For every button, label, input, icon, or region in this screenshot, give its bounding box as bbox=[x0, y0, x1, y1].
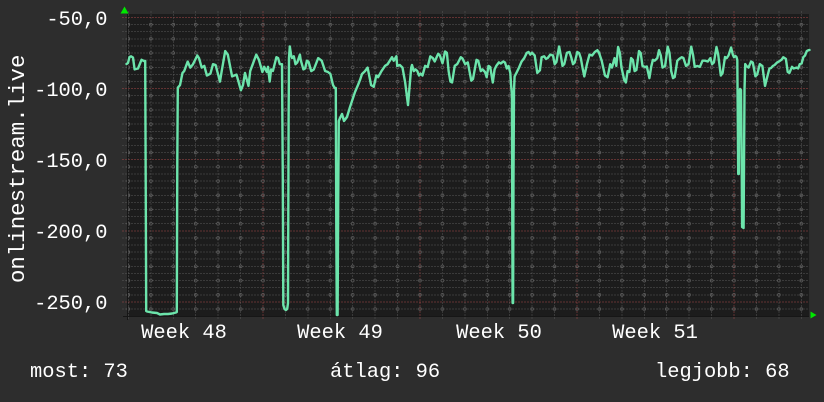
svg-text:onlinestream.live: onlinestream.live bbox=[5, 55, 31, 283]
svg-text:-50,0: -50,0 bbox=[46, 9, 107, 32]
svg-text:átlag: 96: átlag: 96 bbox=[330, 361, 440, 384]
svg-text:-100,0: -100,0 bbox=[34, 80, 107, 103]
svg-text:-250,0: -250,0 bbox=[34, 293, 107, 316]
svg-text:Week 48: Week 48 bbox=[141, 322, 227, 345]
svg-text:-150,0: -150,0 bbox=[34, 151, 107, 174]
svg-text:legjobb: 68: legjobb: 68 bbox=[655, 361, 790, 384]
svg-text:-200,0: -200,0 bbox=[34, 222, 107, 245]
svg-text:most: 73: most: 73 bbox=[30, 361, 128, 384]
svg-text:Week 51: Week 51 bbox=[612, 322, 698, 345]
svg-text:Week 50: Week 50 bbox=[456, 322, 542, 345]
svg-text:Week 49: Week 49 bbox=[297, 322, 383, 345]
